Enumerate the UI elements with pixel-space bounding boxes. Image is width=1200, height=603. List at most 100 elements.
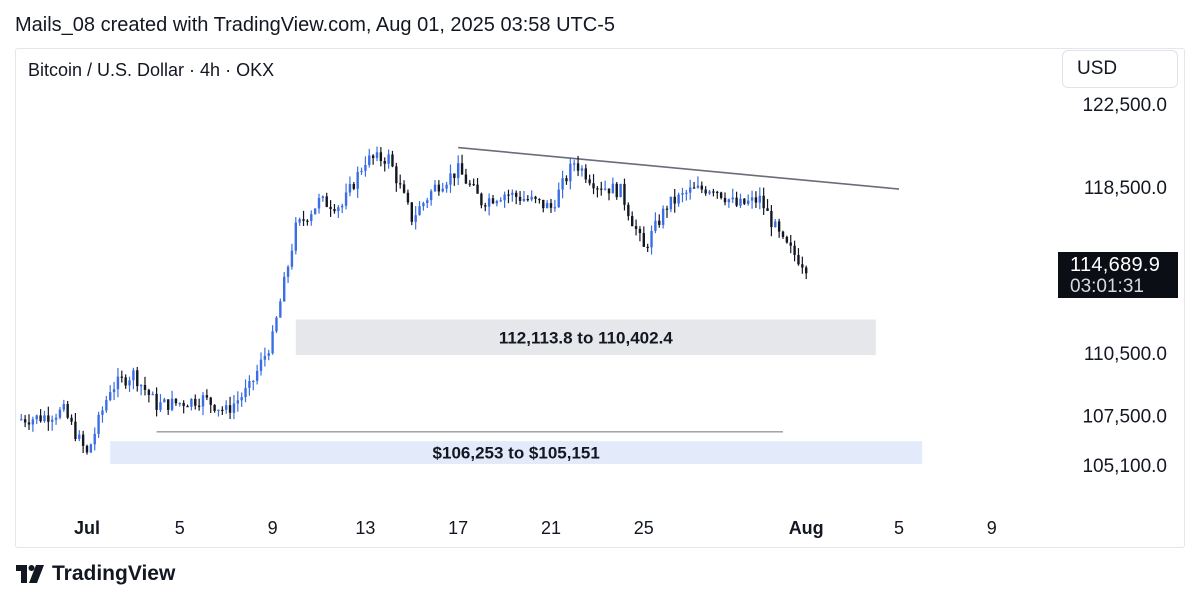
- candle-body: [433, 184, 437, 192]
- candle-body: [460, 163, 464, 175]
- candle-body: [480, 193, 483, 206]
- brand-name: TradingView: [52, 562, 176, 585]
- candle-body: [781, 231, 785, 237]
- x-tick-label: 17: [448, 518, 468, 538]
- candle-body: [770, 210, 773, 228]
- candle-body: [785, 236, 789, 243]
- candle-body: [81, 434, 85, 446]
- candle-body: [205, 395, 209, 398]
- candle-body: [379, 152, 383, 162]
- candle-body: [654, 220, 657, 231]
- y-tick-label: 122,500.0: [1082, 95, 1167, 116]
- candle-body: [39, 415, 42, 422]
- candle-body: [178, 402, 181, 405]
- candle-body: [696, 185, 700, 188]
- candle-body: [468, 183, 471, 185]
- candle-body: [658, 220, 661, 225]
- candle-body: [341, 205, 344, 208]
- candle-body: [681, 193, 684, 195]
- candle-body: [364, 164, 367, 171]
- symbol-title[interactable]: Bitcoin / U.S. Dollar · 4h · OKX: [28, 60, 275, 80]
- zones-layer: [110, 319, 923, 464]
- candle-body: [731, 197, 734, 200]
- candle-body: [472, 184, 475, 186]
- candle-body: [418, 206, 421, 216]
- candle-body: [236, 400, 239, 404]
- candle-body: [298, 219, 301, 223]
- tradingview-logo[interactable]: TradingView: [16, 562, 175, 586]
- candle-body: [487, 198, 491, 207]
- candle-body: [306, 220, 309, 222]
- candle-body: [147, 389, 151, 395]
- candle-body: [120, 376, 123, 378]
- candle-body: [325, 196, 328, 207]
- candle-body: [631, 216, 634, 227]
- candle-body: [805, 267, 808, 274]
- candle-body: [329, 206, 332, 210]
- candle-body: [383, 161, 386, 164]
- candle-body: [700, 185, 703, 190]
- candle-body: [503, 194, 506, 201]
- candle-body: [101, 410, 104, 415]
- candle-body: [588, 179, 591, 184]
- x-tick-label: Aug: [789, 518, 824, 538]
- candle-body: [774, 221, 777, 228]
- last-price: 114,689.9: [1070, 254, 1161, 276]
- candle-body: [190, 398, 193, 407]
- candle-body: [290, 250, 294, 267]
- candle-body: [801, 264, 804, 268]
- candle-body: [449, 173, 452, 185]
- candle-body: [375, 152, 379, 159]
- candle-body: [793, 245, 796, 255]
- candle-body: [139, 384, 143, 387]
- candle-body: [692, 187, 696, 189]
- candle-body: [286, 266, 290, 277]
- candle-body: [518, 196, 522, 201]
- price-zone-1: [295, 319, 876, 356]
- x-tick-label: 5: [894, 518, 904, 538]
- candle-body: [221, 409, 224, 411]
- x-tick-label: 9: [987, 518, 997, 538]
- chart-attribution: Mails_08 created with TradingView.com, A…: [15, 14, 615, 36]
- candle-body: [441, 188, 444, 192]
- candle-body: [240, 397, 243, 401]
- candle-body: [27, 422, 31, 425]
- x-tick-label: 5: [175, 518, 185, 538]
- candle-body: [511, 192, 514, 195]
- candle-body: [673, 196, 676, 204]
- candle-body: [402, 184, 406, 193]
- candle-body: [623, 183, 626, 205]
- candle-body: [395, 166, 398, 184]
- candle-body: [54, 417, 58, 420]
- candle-body: [66, 404, 69, 418]
- candle-body: [155, 393, 158, 410]
- lines-layer: [156, 146, 900, 433]
- candle-body: [723, 197, 727, 203]
- candle-body: [592, 183, 595, 189]
- candle-body: [352, 183, 355, 189]
- candle-body: [762, 195, 765, 209]
- candle-body: [387, 154, 390, 164]
- resistance-trendline: [458, 146, 900, 190]
- candle-body: [553, 207, 557, 209]
- candle-body: [143, 384, 147, 390]
- candle-body: [414, 215, 417, 222]
- candle-body: [743, 198, 746, 204]
- currency-button[interactable]: USD: [1062, 50, 1178, 88]
- candle-body: [534, 196, 537, 199]
- candle-body: [321, 196, 325, 199]
- candle-body: [151, 393, 154, 396]
- candle-body: [758, 195, 761, 203]
- candle-body: [209, 397, 212, 405]
- candle-body: [789, 242, 792, 246]
- x-tick-label: 9: [268, 518, 278, 538]
- candle-body: [565, 178, 568, 182]
- y-axis: 122,500.0 118,500.0 110,500.0 107,500.0 105,…: [1082, 95, 1167, 477]
- candle-body: [716, 191, 719, 194]
- candle-body: [391, 154, 394, 167]
- candle-body: [542, 199, 545, 209]
- candle-body: [569, 163, 572, 182]
- candle-body: [93, 433, 96, 445]
- candle-body: [619, 183, 622, 198]
